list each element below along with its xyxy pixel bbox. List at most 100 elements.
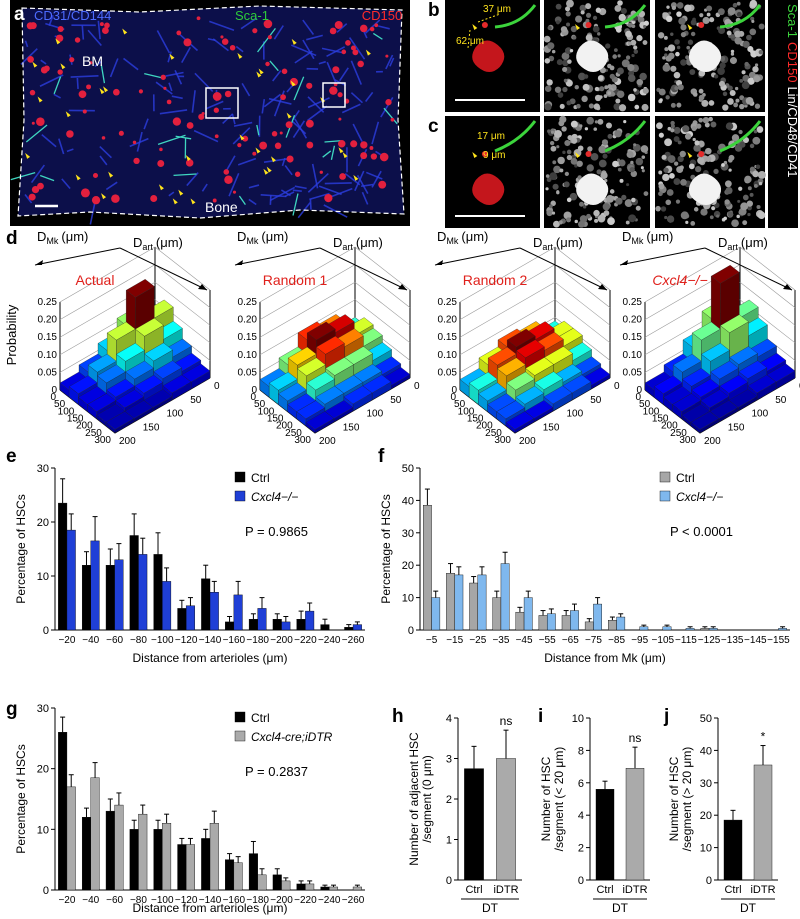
bar-top [135, 317, 164, 337]
hsc-arrowhead [99, 88, 105, 95]
x-tick-label: −155 [767, 635, 790, 646]
bar [446, 573, 455, 631]
cell [690, 31, 696, 37]
bar [320, 886, 330, 891]
cell [736, 214, 740, 219]
cell [626, 183, 630, 187]
bar-top [496, 400, 526, 419]
arteriole-trace [604, 120, 647, 153]
y-tick-label: 3 [446, 754, 452, 766]
hsc-arrowhead [65, 111, 71, 118]
group-label: DT [612, 901, 629, 915]
bar [90, 540, 100, 631]
megakaryocyte [57, 69, 63, 75]
x-tick-label: iDTR [622, 884, 647, 896]
region-label: BM [82, 53, 103, 69]
vessel [371, 121, 380, 145]
y-tick-label: 150 [543, 422, 560, 433]
cell [598, 159, 607, 168]
cell [664, 47, 669, 52]
cell [742, 40, 750, 48]
distance-line [467, 13, 501, 49]
grid-line [644, 299, 796, 356]
cell [756, 126, 764, 133]
cell [643, 20, 649, 26]
cell [551, 211, 556, 215]
bar [595, 789, 615, 881]
panel-letter: b [428, 0, 440, 21]
cell [546, 79, 553, 86]
cell [554, 86, 562, 93]
bar-top [287, 346, 317, 366]
x-tick-label: −115 [675, 635, 697, 646]
cell [567, 135, 573, 141]
cell [741, 81, 750, 90]
megakaryocyte [31, 121, 35, 125]
vessel [324, 182, 352, 185]
x-tick-label: −160 [223, 895, 246, 906]
x-tick-label: 50 [254, 399, 266, 410]
megakaryocyte [305, 119, 314, 128]
cell [627, 63, 635, 72]
y-tick-label: 20 [402, 560, 414, 572]
cell [564, 47, 572, 55]
vessel [99, 155, 108, 166]
x-tick-label: 300 [494, 435, 511, 446]
arteriole [238, 195, 246, 205]
cell [605, 122, 612, 129]
bar [81, 817, 91, 891]
y-tick-label: 200 [119, 436, 136, 447]
cell [578, 72, 586, 81]
vessel [58, 138, 65, 155]
bar [248, 619, 258, 631]
megakaryocyte [150, 195, 158, 203]
grid-line [459, 299, 611, 356]
bar [66, 786, 76, 891]
y-tick-label: 150 [343, 422, 360, 433]
cell [550, 200, 556, 206]
vessel [53, 93, 61, 99]
hsc-arrowhead [55, 38, 61, 45]
vessel [232, 127, 251, 145]
x-tick-label: 100 [258, 406, 275, 417]
cell [675, 51, 680, 57]
vessel [378, 25, 390, 30]
cell [627, 74, 636, 83]
bar-top [306, 321, 336, 341]
arteriole [324, 140, 341, 143]
cell [579, 215, 588, 223]
megakaryocyte [157, 160, 165, 168]
y-tick-label: 0 [214, 381, 220, 392]
cell [708, 116, 713, 122]
megakaryocyte [332, 66, 340, 74]
bar-top [106, 378, 135, 398]
megakaryocyte [345, 40, 351, 46]
arteriole [269, 60, 279, 72]
cell [549, 172, 558, 180]
megakaryocyte [224, 175, 233, 185]
bar-top [525, 357, 554, 376]
cell [711, 206, 716, 211]
y-axis-title: /segment (< 20 μm) [552, 747, 566, 852]
group-label: DT [740, 901, 757, 915]
hsc-arrowhead [258, 68, 264, 75]
megakaryocyte [163, 86, 167, 90]
y-tick-label: 100 [367, 409, 384, 420]
cell [699, 13, 704, 18]
bar-3d [690, 411, 720, 434]
x-tick-label: −145 [744, 635, 767, 646]
cell [738, 129, 743, 135]
z-tick-label: 0 [451, 385, 457, 396]
cell [704, 122, 710, 128]
y-tick-label: 200 [519, 436, 536, 447]
hsc-arrowhead [338, 147, 344, 154]
cell [570, 120, 578, 128]
x-tick-label: −60 [106, 895, 123, 906]
bar-top [672, 353, 702, 373]
cell [677, 155, 684, 163]
cell [662, 173, 670, 182]
megakaryocyte [82, 109, 87, 114]
vessel [321, 47, 344, 54]
cell [578, 220, 585, 228]
y-tick-label: 40 [700, 745, 712, 757]
